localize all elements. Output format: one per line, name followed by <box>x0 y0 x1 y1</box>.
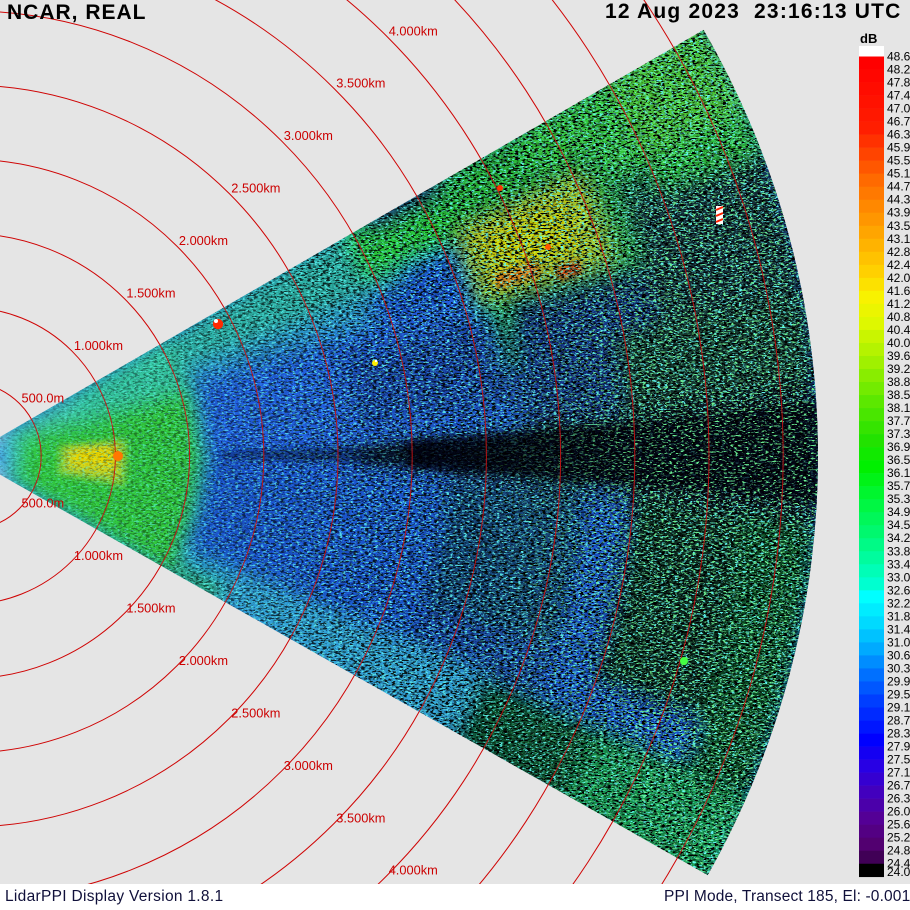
svg-text:36.9: 36.9 <box>887 440 910 454</box>
svg-text:32.6: 32.6 <box>887 583 910 597</box>
svg-text:35.7: 35.7 <box>887 479 910 493</box>
svg-text:28.3: 28.3 <box>887 727 910 741</box>
svg-text:46.3: 46.3 <box>887 128 910 142</box>
svg-text:1.000km: 1.000km <box>74 338 123 353</box>
svg-text:32.2: 32.2 <box>887 596 910 610</box>
svg-text:26.0: 26.0 <box>887 805 910 819</box>
svg-text:24.0: 24.0 <box>887 865 910 879</box>
svg-text:34.2: 34.2 <box>887 531 910 545</box>
svg-text:39.6: 39.6 <box>887 349 910 363</box>
svg-text:38.8: 38.8 <box>887 375 910 389</box>
svg-text:3.000km: 3.000km <box>284 758 333 773</box>
svg-text:48.6: 48.6 <box>887 50 910 64</box>
svg-text:27.5: 27.5 <box>887 753 910 767</box>
svg-text:29.5: 29.5 <box>887 688 910 702</box>
svg-text:41.6: 41.6 <box>887 284 910 298</box>
svg-text:25.6: 25.6 <box>887 818 910 832</box>
svg-text:40.8: 40.8 <box>887 310 910 324</box>
svg-text:34.5: 34.5 <box>887 518 910 532</box>
svg-text:27.1: 27.1 <box>887 766 910 780</box>
svg-text:35.3: 35.3 <box>887 492 910 506</box>
svg-text:37.7: 37.7 <box>887 414 910 428</box>
svg-text:27.9: 27.9 <box>887 740 910 754</box>
svg-text:48.2: 48.2 <box>887 63 910 77</box>
svg-text:2.500km: 2.500km <box>231 181 280 196</box>
svg-text:30.6: 30.6 <box>887 648 910 662</box>
svg-text:25.2: 25.2 <box>887 831 910 845</box>
svg-text:40.0: 40.0 <box>887 336 910 350</box>
svg-text:38.1: 38.1 <box>887 401 910 415</box>
svg-text:43.9: 43.9 <box>887 206 910 220</box>
svg-text:1.000km: 1.000km <box>74 548 123 563</box>
svg-text:36.1: 36.1 <box>887 466 910 480</box>
svg-text:1.500km: 1.500km <box>126 600 175 615</box>
svg-text:29.9: 29.9 <box>887 675 910 689</box>
svg-text:33.8: 33.8 <box>887 544 910 558</box>
svg-text:42.8: 42.8 <box>887 245 910 259</box>
svg-text:4.000km: 4.000km <box>389 23 438 38</box>
svg-text:33.0: 33.0 <box>887 570 910 584</box>
svg-text:39.2: 39.2 <box>887 362 910 376</box>
svg-text:26.3: 26.3 <box>887 792 910 806</box>
svg-text:37.3: 37.3 <box>887 427 910 441</box>
svg-text:500.0m: 500.0m <box>22 496 65 511</box>
svg-text:24.8: 24.8 <box>887 844 910 858</box>
svg-text:2.000km: 2.000km <box>179 233 228 248</box>
svg-text:2.000km: 2.000km <box>179 653 228 668</box>
svg-text:31.8: 31.8 <box>887 609 910 623</box>
svg-text:500.0m: 500.0m <box>22 391 65 406</box>
svg-text:4.000km: 4.000km <box>389 863 438 878</box>
svg-text:34.9: 34.9 <box>887 505 910 519</box>
svg-text:30.3: 30.3 <box>887 661 910 675</box>
svg-text:3.500km: 3.500km <box>336 76 385 91</box>
svg-text:dB: dB <box>860 31 877 46</box>
svg-text:36.5: 36.5 <box>887 453 910 467</box>
svg-text:46.7: 46.7 <box>887 115 910 129</box>
svg-text:29.1: 29.1 <box>887 701 910 715</box>
svg-text:31.4: 31.4 <box>887 622 910 636</box>
svg-text:43.1: 43.1 <box>887 232 910 246</box>
svg-text:44.3: 44.3 <box>887 193 910 207</box>
svg-text:3.500km: 3.500km <box>336 810 385 825</box>
svg-text:45.1: 45.1 <box>887 167 910 181</box>
svg-text:47.4: 47.4 <box>887 89 910 103</box>
svg-text:44.7: 44.7 <box>887 180 910 194</box>
svg-text:28.7: 28.7 <box>887 714 910 728</box>
svg-text:47.0: 47.0 <box>887 102 910 116</box>
svg-text:24.4: 24.4 <box>887 857 910 871</box>
svg-text:43.5: 43.5 <box>887 219 910 233</box>
svg-text:47.8: 47.8 <box>887 76 910 90</box>
svg-text:38.5: 38.5 <box>887 388 910 402</box>
svg-text:45.5: 45.5 <box>887 154 910 168</box>
svg-text:26.7: 26.7 <box>887 779 910 793</box>
svg-text:42.4: 42.4 <box>887 258 910 272</box>
svg-text:45.9: 45.9 <box>887 141 910 155</box>
svg-text:31.0: 31.0 <box>887 635 910 649</box>
svg-text:2.500km: 2.500km <box>231 705 280 720</box>
svg-text:3.000km: 3.000km <box>284 128 333 143</box>
svg-text:40.4: 40.4 <box>887 323 910 337</box>
svg-text:41.2: 41.2 <box>887 297 910 311</box>
svg-text:42.0: 42.0 <box>887 271 910 285</box>
svg-text:1.500km: 1.500km <box>126 286 175 301</box>
svg-text:33.4: 33.4 <box>887 557 910 571</box>
